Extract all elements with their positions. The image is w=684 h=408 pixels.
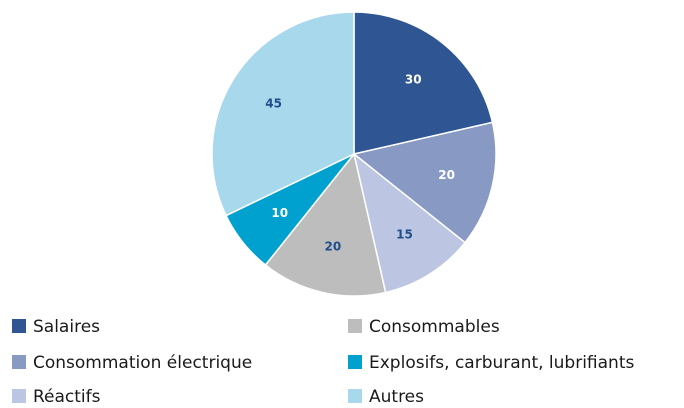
legend-label: Autres: [369, 387, 424, 407]
legend-label: Consommation électrique: [33, 353, 252, 373]
legend-item-autres: Autres: [348, 387, 424, 407]
slice-value-label: 15: [396, 227, 413, 241]
legend: Salaires Consommation électrique Réactifs C…: [12, 317, 634, 407]
legend-item-reactifs: Réactifs: [12, 387, 101, 407]
legend-item-consommation-electrique: Consommation électrique: [12, 353, 252, 373]
legend-label: Réactifs: [33, 387, 101, 407]
slice-value-label: 45: [265, 97, 282, 111]
legend-swatch: [348, 319, 362, 333]
legend-item-explosifs-carburant-lubrifiants: Explosifs, carburant, lubrifiants: [348, 353, 634, 373]
slice-value-label: 30: [405, 73, 422, 87]
legend-label: Consommables: [369, 317, 500, 337]
legend-item-salaires: Salaires: [12, 317, 100, 337]
legend-label: Salaires: [33, 317, 100, 337]
slice-value-label: 10: [271, 206, 288, 220]
legend-item-consommables: Consommables: [348, 317, 500, 337]
legend-swatch: [348, 389, 362, 403]
pie-slice-salaires: [353, 11, 494, 155]
legend-swatch: [12, 389, 26, 403]
pie-slice-reactifs: [352, 152, 467, 294]
legend-swatch: [12, 319, 26, 333]
pie-slice-consommation-electrique: [352, 121, 497, 244]
slice-value-label: 20: [325, 240, 342, 254]
pie-slice-autres: [211, 11, 355, 217]
pie-slice-labels: 30 20 15 20 10 45: [265, 73, 455, 254]
legend-swatch: [12, 355, 26, 369]
pie-slices: [211, 11, 497, 297]
pie-slice-consommables: [264, 152, 387, 297]
slice-value-label: 20: [438, 168, 455, 182]
legend-swatch: [348, 355, 362, 369]
legend-label: Explosifs, carburant, lubrifiants: [369, 353, 634, 373]
